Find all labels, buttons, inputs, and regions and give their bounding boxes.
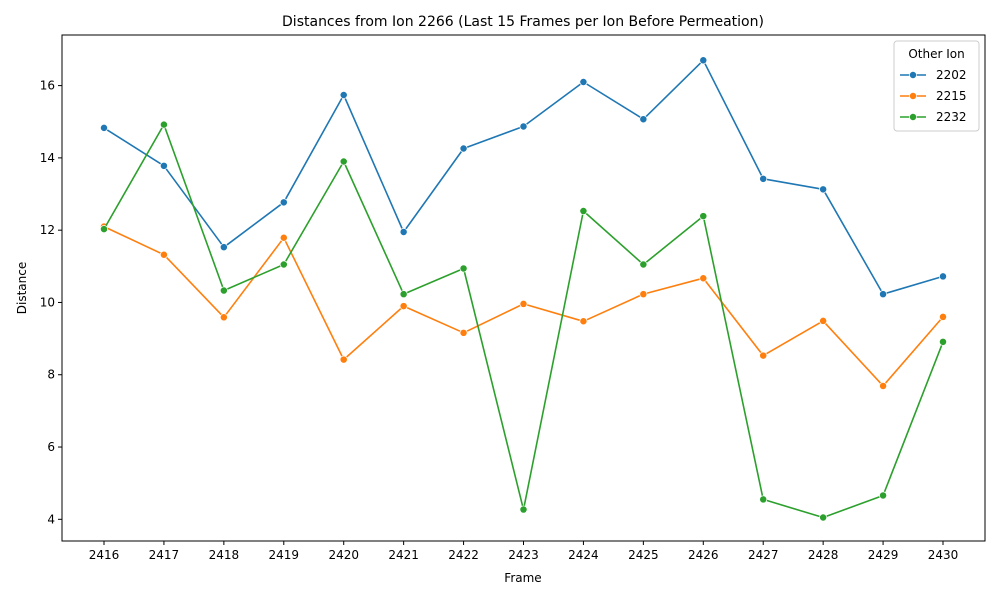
x-tick-label: 2417 — [149, 548, 180, 562]
x-axis: 2416 2417 2418 2419 2420 2421 2422 2423 2424 2425… — [89, 541, 959, 562]
x-tick-label: 2429 — [868, 548, 899, 562]
plot-frame — [61, 34, 986, 542]
legend-marker — [909, 71, 917, 79]
data-point — [519, 505, 528, 514]
y-tick-label: 14 — [40, 151, 55, 165]
data-point — [819, 513, 828, 522]
data-point — [699, 212, 708, 221]
data-point — [459, 328, 468, 337]
data-point — [819, 316, 828, 325]
x-tick-label: 2416 — [89, 548, 120, 562]
series-2202 — [100, 56, 947, 299]
data-point — [879, 491, 888, 500]
y-tick-label: 8 — [47, 368, 55, 382]
data-point — [639, 115, 648, 124]
data-point — [579, 317, 588, 326]
data-point — [159, 120, 168, 129]
data-point — [219, 286, 228, 295]
x-tick-label: 2423 — [508, 548, 539, 562]
data-point — [939, 312, 947, 321]
data-point — [639, 290, 648, 299]
x-tick-label: 2430 — [928, 548, 959, 562]
legend-box — [893, 40, 980, 132]
x-tick-label: 2422 — [448, 548, 479, 562]
y-tick-label: 10 — [40, 295, 55, 309]
data-point — [519, 122, 528, 131]
x-tick-label: 2425 — [628, 548, 659, 562]
data-point — [639, 260, 648, 269]
legend-label: 2215 — [936, 89, 967, 103]
data-point — [159, 161, 168, 170]
data-point — [339, 355, 348, 364]
legend-item-2202: 2202 — [900, 68, 967, 82]
data-point — [879, 381, 888, 390]
series-layer — [100, 56, 947, 522]
data-point — [399, 228, 408, 236]
data-point — [459, 264, 468, 273]
data-point — [759, 495, 768, 504]
data-point — [579, 207, 588, 215]
x-tick-label: 2426 — [688, 548, 719, 562]
x-tick-label: 2419 — [269, 548, 300, 562]
legend-label: 2202 — [936, 68, 967, 82]
data-point — [219, 243, 228, 252]
data-point — [399, 302, 408, 311]
y-tick-label: 6 — [47, 440, 55, 454]
data-point — [279, 198, 288, 207]
data-point — [879, 290, 888, 299]
y-axis-label: Distance — [15, 262, 29, 314]
x-tick-label: 2427 — [748, 548, 779, 562]
data-point — [699, 56, 708, 65]
data-point — [219, 313, 228, 322]
legend-title: Other Ion — [908, 47, 964, 61]
y-tick-label: 4 — [47, 512, 55, 526]
data-point — [339, 157, 348, 166]
x-tick-label: 2418 — [209, 548, 240, 562]
data-point — [279, 260, 288, 269]
y-tick-label: 16 — [40, 79, 55, 93]
y-axis: 4 6 8 10 12 14 16 — [40, 79, 62, 526]
chart-title: Distances from Ion 2266 (Last 15 Frames … — [282, 14, 764, 30]
legend-label: 2232 — [936, 110, 967, 124]
data-point — [279, 233, 288, 242]
x-axis-label: Frame — [504, 571, 541, 585]
data-point — [399, 290, 408, 299]
data-point — [339, 91, 348, 99]
data-point — [759, 174, 768, 183]
x-tick-label: 2421 — [388, 548, 419, 562]
data-point — [759, 351, 768, 360]
data-point — [579, 78, 588, 86]
legend-item-2215: 2215 — [900, 89, 967, 103]
data-point — [100, 123, 108, 132]
legend-marker — [909, 113, 917, 121]
data-point — [519, 299, 528, 308]
data-point — [459, 144, 468, 153]
x-tick-label: 2424 — [568, 548, 599, 562]
legend-marker — [909, 92, 917, 100]
data-point — [939, 272, 947, 281]
legend: Other Ion 2202 2215 2232 — [893, 40, 980, 132]
data-point — [100, 225, 108, 234]
data-point — [699, 274, 708, 283]
data-point — [159, 250, 168, 259]
legend-item-2232: 2232 — [900, 110, 967, 124]
x-tick-label: 2420 — [328, 548, 359, 562]
series-2232 — [100, 120, 947, 522]
x-tick-label: 2428 — [808, 548, 839, 562]
y-tick-label: 12 — [40, 223, 55, 237]
data-point — [939, 337, 947, 346]
data-point — [819, 185, 828, 194]
